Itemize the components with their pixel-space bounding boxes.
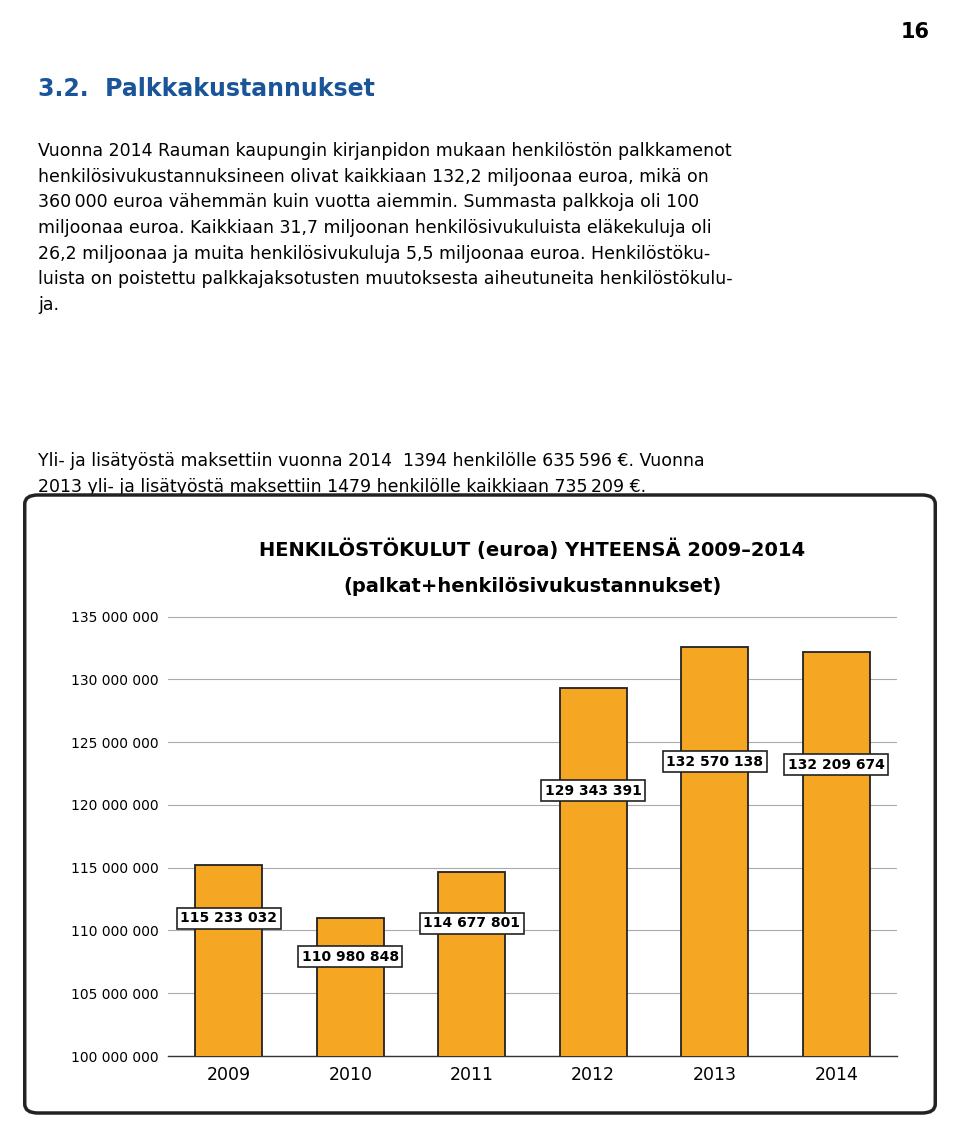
Text: Vuonna 2014 Rauman kaupungin kirjanpidon mukaan henkilöstön palkkamenot
henkilös: Vuonna 2014 Rauman kaupungin kirjanpidon… [38, 142, 732, 315]
Text: (palkat+henkilösivukustannukset): (palkat+henkilösivukustannukset) [344, 576, 722, 595]
Text: 129 343 391: 129 343 391 [545, 783, 641, 798]
Bar [560, 687, 627, 1132]
Text: 132 209 674: 132 209 674 [788, 757, 885, 772]
Bar [803, 652, 870, 1132]
Bar [195, 865, 262, 1132]
Bar [439, 872, 505, 1132]
Text: 114 677 801: 114 677 801 [423, 916, 520, 931]
Text: HENKILÖSTÖKULUT (euroa) YHTEENSÄ 2009–2014: HENKILÖSTÖKULUT (euroa) YHTEENSÄ 2009–20… [259, 539, 805, 559]
Text: 110 980 848: 110 980 848 [301, 950, 398, 963]
Text: 115 233 032: 115 233 032 [180, 911, 277, 925]
Text: 16: 16 [901, 22, 930, 42]
Bar [317, 918, 384, 1132]
Text: 132 570 138: 132 570 138 [666, 755, 763, 769]
Text: Yli- ja lisätyöstä maksettiin vuonna 2014  1394 henkilölle 635 596 €. Vuonna
201: Yli- ja lisätyöstä maksettiin vuonna 201… [38, 452, 705, 496]
Text: 3.2.  Palkkakustannukset: 3.2. Palkkakustannukset [38, 77, 374, 101]
Bar [682, 648, 748, 1132]
